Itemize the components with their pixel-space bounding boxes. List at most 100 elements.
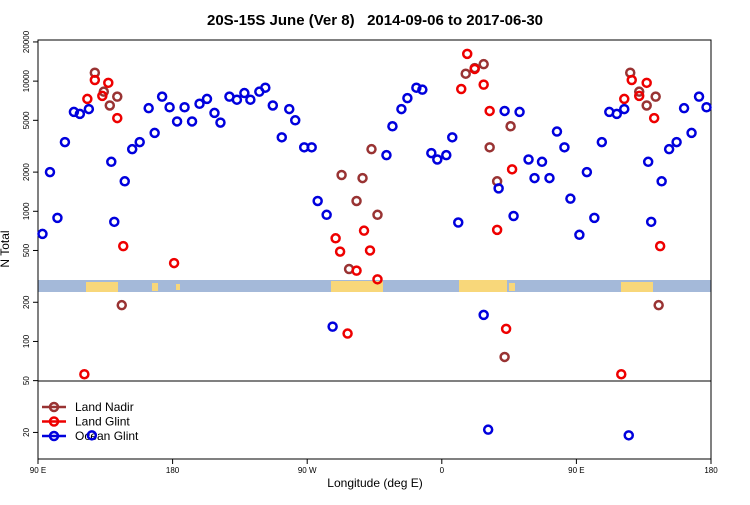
- data-point: [357, 172, 368, 184]
- data-point: [336, 169, 347, 181]
- data-point: [103, 77, 114, 89]
- legend-marker: [48, 430, 60, 442]
- data-point: [387, 121, 398, 132]
- data-point: [97, 90, 108, 102]
- data-point: [417, 84, 428, 95]
- data-point: [663, 143, 675, 155]
- data-point: [372, 274, 383, 285]
- data-point: [619, 93, 630, 105]
- data-point: [648, 112, 660, 124]
- map-strip: [38, 280, 711, 292]
- data-point: [79, 368, 90, 380]
- data-point: [112, 112, 123, 124]
- data-point: [327, 321, 338, 332]
- x-tick-label: 180: [166, 466, 180, 475]
- y-tick-label: 10000: [22, 69, 31, 92]
- data-point: [194, 98, 205, 110]
- y-tick-label: 100: [22, 334, 31, 348]
- data-point: [447, 132, 458, 143]
- data-point: [493, 183, 504, 194]
- data-point: [276, 132, 288, 143]
- data-point: [358, 225, 370, 236]
- data-point: [168, 257, 180, 269]
- data-point: [312, 195, 323, 207]
- data-point: [231, 94, 243, 105]
- data-point: [499, 351, 510, 363]
- data-point: [186, 116, 198, 127]
- data-point: [678, 102, 690, 114]
- data-point: [559, 142, 570, 153]
- data-point: [334, 246, 346, 257]
- data-point: [112, 91, 123, 102]
- legend-marker: [48, 416, 60, 427]
- data-point: [551, 126, 563, 137]
- data-point: [364, 245, 376, 256]
- data-point: [117, 240, 129, 252]
- data-point: [68, 106, 80, 118]
- data-point: [455, 83, 467, 95]
- data-point: [164, 101, 175, 113]
- data-point: [260, 82, 271, 93]
- data-point: [37, 228, 48, 240]
- data-point: [109, 216, 120, 228]
- data-point: [478, 58, 489, 70]
- data-point: [267, 100, 279, 111]
- data-point: [478, 79, 489, 90]
- data-point: [581, 166, 593, 178]
- data-point: [641, 100, 652, 111]
- data-point: [342, 328, 353, 339]
- data-point: [642, 156, 654, 168]
- data-point: [656, 176, 667, 187]
- data-point: [289, 115, 301, 126]
- data-point: [650, 91, 661, 102]
- data-point: [156, 91, 168, 102]
- data-point: [82, 93, 93, 105]
- y-tick-label: 1000: [22, 202, 31, 220]
- data-point: [589, 212, 600, 224]
- plot-frame: [37, 39, 712, 460]
- data-point: [149, 127, 160, 139]
- data-point: [119, 176, 130, 187]
- data-point: [215, 117, 226, 128]
- data-point: [411, 82, 422, 93]
- data-point: [623, 430, 634, 441]
- data-point: [426, 147, 437, 159]
- y-tick-label: 200: [22, 295, 31, 309]
- y-tick-label: 2000: [22, 163, 31, 181]
- data-point: [544, 172, 555, 184]
- data-point: [284, 103, 295, 115]
- x-tick-label: 0: [440, 466, 445, 475]
- data-point: [402, 92, 413, 104]
- data-point: [693, 91, 705, 102]
- data-point: [201, 93, 213, 105]
- legend-label: Ocean Glint: [75, 429, 139, 443]
- data-point: [619, 103, 630, 115]
- data-point: [645, 216, 657, 228]
- data-point: [482, 424, 494, 435]
- data-point: [500, 323, 512, 335]
- data-point: [461, 48, 473, 60]
- x-tick-label: 180: [704, 466, 718, 475]
- data-point: [306, 142, 317, 153]
- data-point: [321, 209, 332, 221]
- data-point: [499, 105, 510, 117]
- legend-label: Land Nadir: [75, 400, 134, 414]
- data-point: [653, 299, 664, 311]
- data-point: [104, 100, 116, 111]
- data-point: [484, 142, 495, 153]
- y-tick-label: 50: [22, 376, 31, 385]
- data-point: [460, 68, 471, 79]
- data-point: [633, 86, 645, 97]
- x-tick-label: 90 W: [298, 466, 317, 475]
- data-point: [143, 102, 154, 114]
- data-point: [478, 309, 489, 321]
- x-axis-label: Longitude (deg E): [327, 476, 422, 490]
- data-point: [523, 154, 534, 165]
- data-point: [59, 136, 71, 148]
- data-point: [126, 143, 138, 155]
- data-point: [372, 209, 383, 221]
- data-point: [453, 217, 464, 228]
- x-tick-label: 90 E: [30, 466, 46, 475]
